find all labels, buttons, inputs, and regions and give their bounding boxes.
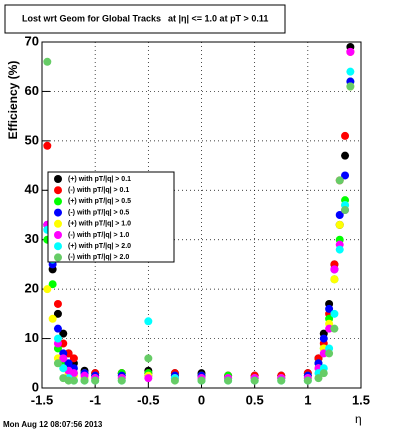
data-point	[64, 359, 73, 368]
data-point	[53, 309, 62, 318]
data-point	[224, 376, 233, 385]
x-tick-label: -1.5	[31, 392, 53, 407]
x-tick-label: 1	[304, 392, 311, 407]
y-tick-label: 50	[25, 132, 39, 147]
data-point	[59, 354, 68, 363]
data-point	[341, 131, 350, 140]
legend-marker	[54, 219, 62, 228]
data-point	[330, 324, 339, 333]
data-point	[48, 314, 57, 323]
legend-label: (-) with pT/|q| > 1.0	[68, 232, 129, 239]
data-point	[197, 376, 206, 385]
data-point	[330, 309, 339, 318]
data-point	[335, 211, 344, 219]
y-tick-label: 20	[25, 281, 39, 296]
data-point	[59, 329, 68, 338]
data-point	[43, 57, 52, 66]
data-point	[144, 317, 153, 326]
data-point	[144, 354, 153, 363]
data-point	[250, 376, 259, 385]
data-point	[303, 376, 312, 385]
data-point	[335, 176, 344, 185]
legend-marker	[54, 231, 62, 239]
data-point	[69, 354, 78, 363]
legend-label: (-) with pT/|q| > 0.5	[68, 209, 129, 216]
y-tick-label: 30	[25, 231, 39, 246]
data-point	[325, 304, 334, 313]
y-tick-label: 10	[25, 330, 39, 345]
data-point	[325, 349, 334, 358]
data-point	[69, 376, 78, 385]
data-point	[341, 206, 350, 215]
x-tick-label: -0.5	[137, 392, 159, 407]
legend-marker	[54, 186, 62, 195]
data-point	[277, 376, 286, 385]
x-tick-label: 1.5	[352, 392, 370, 407]
chart-subtitle: at |η| <= 1.0 at pT > 0.11	[168, 13, 268, 23]
data-point	[80, 376, 89, 385]
x-tick-label: 0	[198, 392, 205, 407]
data-point	[53, 334, 62, 343]
legend-label: (-) with pT/|q| > 0.1	[68, 187, 129, 194]
legend-box	[47, 171, 175, 263]
legend-marker	[54, 197, 62, 206]
data-point	[170, 376, 179, 385]
data-point	[314, 374, 323, 383]
legend-marker	[54, 242, 62, 251]
data-point	[319, 369, 328, 378]
y-tick-label: 40	[25, 182, 39, 197]
data-point	[53, 299, 62, 308]
data-point	[53, 324, 62, 333]
chart-title: Lost wrt Geom for Global Tracks	[22, 13, 161, 23]
legend-label: (-) with pT/|q| > 2.0	[68, 254, 129, 261]
data-point	[117, 376, 126, 385]
data-point	[346, 82, 355, 91]
x-tick-label: 0.5	[246, 392, 264, 407]
y-tick-label: 70	[25, 33, 39, 48]
y-tick-label: 0	[32, 379, 39, 394]
data-point	[330, 265, 339, 274]
data-point	[335, 245, 344, 254]
legend-label: (+) with pT/|q| > 0.5	[68, 198, 131, 205]
x-tick-label: -1	[89, 392, 101, 407]
data-point	[330, 275, 339, 284]
data-point	[43, 141, 52, 150]
data-point	[53, 359, 62, 368]
legend-label: (+) with pT/|q| > 2.0	[68, 243, 131, 250]
data-point	[144, 374, 153, 383]
data-point	[69, 369, 78, 378]
data-point	[91, 376, 100, 385]
legend-marker	[54, 175, 62, 183]
legend-marker	[54, 253, 62, 262]
data-point	[341, 151, 350, 160]
legend-label: (+) with pT/|q| > 0.1	[68, 176, 131, 183]
data-point	[335, 220, 344, 229]
x-axis-label: η	[355, 412, 362, 426]
data-point	[346, 67, 355, 76]
footer: Mon Aug 12 08:07:56 2013	[3, 420, 103, 429]
y-tick-label: 60	[25, 83, 39, 98]
y-axis-label: Efficiency (%)	[6, 61, 20, 140]
title-box	[4, 4, 286, 34]
data-point	[43, 285, 52, 294]
data-point	[346, 47, 355, 56]
data-point	[319, 334, 328, 343]
legend-marker	[54, 208, 62, 217]
data-point	[341, 171, 350, 180]
legend-label: (+) with pT/|q| > 1.0	[68, 221, 131, 228]
data-point	[48, 280, 57, 289]
data-point	[59, 364, 68, 373]
